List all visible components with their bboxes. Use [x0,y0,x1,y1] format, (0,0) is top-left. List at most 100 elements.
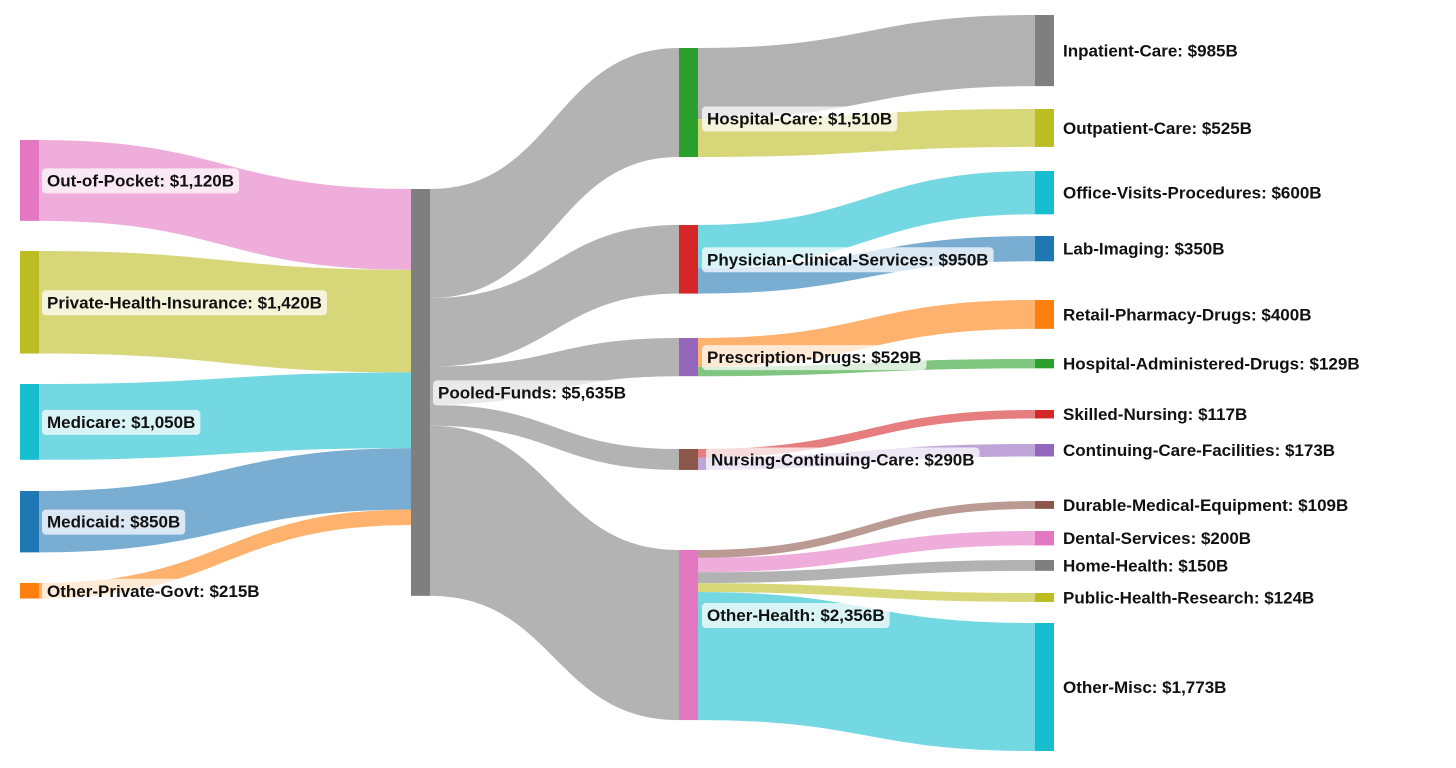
node-label-text: Inpatient-Care: $985B [1063,42,1238,61]
label-background [702,345,927,371]
node-retail-pharmacy-drugs[interactable] [1035,300,1054,329]
label-background [433,380,631,406]
node-other-misc[interactable] [1035,623,1054,752]
node-label-text: Nursing-Continuing-Care: $290B [711,450,975,469]
link-opg-to-pool [39,509,411,599]
node-label-text: Lab-Imaging: $350B [1063,240,1225,259]
label-background [706,447,980,473]
node-other-private-govt[interactable] [20,583,39,599]
node-label-text: Public-Health-Research: $124B [1063,588,1314,607]
label-private-health-insurance: Private-Health-Insurance: $1,420B [42,290,327,316]
node-label-text: Outpatient-Care: $525B [1063,119,1252,138]
label-background [42,578,265,604]
node-label-text: Hospital-Administered-Drugs: $129B [1063,355,1360,374]
node-label-text: Retail-Pharmacy-Drugs: $400B [1063,305,1311,324]
node-other-health[interactable] [679,550,698,721]
nodes-layer [20,15,1054,752]
label-home-health: Home-Health: $150B [1063,556,1228,575]
node-label-text: Medicare: $1,050B [47,413,195,432]
link-oop-to-pool [39,140,411,270]
node-medicare[interactable] [20,384,39,460]
link-phys-to-office [698,171,1035,269]
link-medicare-to-pool [39,372,411,460]
link-hosp-to-inpt [698,15,1035,120]
link-medicaid-to-pool [39,448,411,553]
label-background [702,247,994,273]
link-other-to-dental [698,531,1035,573]
node-label-text: Other-Misc: $1,773B [1063,678,1226,697]
label-background [42,168,240,194]
label-prescription-drugs: Prescription-Drugs: $529B [702,345,927,371]
link-nurs-to-skilled [698,410,1035,458]
label-dental-services: Dental-Services: $200B [1063,529,1251,548]
label-physician-clinical-services: Physician-Clinical-Services: $950B [702,247,994,273]
node-hospital-administered-drugs[interactable] [1035,359,1054,369]
node-skilled-nursing[interactable] [1035,410,1054,419]
node-private-health-insurance[interactable] [20,251,39,354]
node-public-health-research[interactable] [1035,593,1054,602]
node-pooled-funds[interactable] [411,189,430,596]
node-hospital-care[interactable] [679,48,698,158]
node-label-text: Physician-Clinical-Services: $950B [707,250,989,269]
label-continuing-care-facilities: Continuing-Care-Facilities: $173B [1063,441,1335,460]
node-label-text: Private-Health-Insurance: $1,420B [47,293,322,312]
label-inpatient-care: Inpatient-Care: $985B [1063,42,1238,61]
label-background [702,603,890,629]
node-label-text: Medicaid: $850B [47,513,180,532]
node-home-health[interactable] [1035,560,1054,571]
node-medicaid[interactable] [20,491,39,553]
node-label-text: Office-Visits-Procedures: $600B [1063,184,1322,203]
node-outpatient-care[interactable] [1035,109,1054,147]
node-label-text: Continuing-Care-Facilities: $173B [1063,441,1335,460]
link-pool-to-hosp [430,48,679,299]
node-label-text: Dental-Services: $200B [1063,529,1251,548]
node-label-text: Other-Health: $2,356B [707,606,885,625]
label-office-visits-procedures: Office-Visits-Procedures: $600B [1063,184,1322,203]
label-medicare: Medicare: $1,050B [42,409,201,435]
label-background [42,290,327,316]
label-other-health: Other-Health: $2,356B [702,603,890,629]
label-retail-pharmacy-drugs: Retail-Pharmacy-Drugs: $400B [1063,305,1311,324]
label-nursing-continuing-care: Nursing-Continuing-Care: $290B [706,447,980,473]
node-label-text: Other-Private-Govt: $215B [47,582,260,601]
labels-layer: Out-of-Pocket: $1,120B Private-Health-Ins… [42,42,1360,697]
node-dental-services[interactable] [1035,531,1054,546]
node-label-text: Durable-Medical-Equipment: $109B [1063,496,1348,515]
node-label-text: Skilled-Nursing: $117B [1063,405,1247,424]
link-pool-to-nurs [430,404,679,470]
node-label-text: Pooled-Funds: $5,635B [438,383,626,402]
node-office-visits-procedures[interactable] [1035,171,1054,215]
node-durable-medical-equipment[interactable] [1035,501,1054,509]
label-other-misc: Other-Misc: $1,773B [1063,678,1226,697]
link-pool-to-other [430,425,679,721]
label-outpatient-care: Outpatient-Care: $525B [1063,119,1252,138]
link-other-to-misc [698,592,1035,752]
node-physician-clinical-services[interactable] [679,225,698,294]
label-other-private-govt: Other-Private-Govt: $215B [42,578,265,604]
node-out-of-pocket[interactable] [20,140,39,221]
label-hospital-administered-drugs: Hospital-Administered-Drugs: $129B [1063,355,1360,374]
node-label-text: Hospital-Care: $1,510B [707,110,892,129]
label-background [42,409,201,435]
label-durable-medical-equipment: Durable-Medical-Equipment: $109B [1063,496,1348,515]
link-other-to-home [698,560,1035,584]
label-skilled-nursing: Skilled-Nursing: $117B [1063,405,1247,424]
node-nursing-continuing-care[interactable] [679,449,698,470]
label-lab-imaging: Lab-Imaging: $350B [1063,240,1225,259]
node-label-text: Out-of-Pocket: $1,120B [47,171,234,190]
label-public-health-research: Public-Health-Research: $124B [1063,588,1314,607]
label-medicaid: Medicaid: $850B [42,509,186,535]
label-background [702,106,898,132]
node-lab-imaging[interactable] [1035,236,1054,262]
link-other-to-dme [698,501,1035,558]
link-pool-to-phys [430,225,679,367]
label-pooled-funds: Pooled-Funds: $5,635B [433,380,631,406]
link-other-to-phr [698,583,1035,602]
node-continuing-care-facilities[interactable] [1035,444,1054,457]
node-prescription-drugs[interactable] [679,338,698,377]
label-out-of-pocket: Out-of-Pocket: $1,120B [42,168,240,194]
node-label-text: Home-Health: $150B [1063,556,1228,575]
label-hospital-care: Hospital-Care: $1,510B [702,106,898,132]
node-inpatient-care[interactable] [1035,15,1054,87]
